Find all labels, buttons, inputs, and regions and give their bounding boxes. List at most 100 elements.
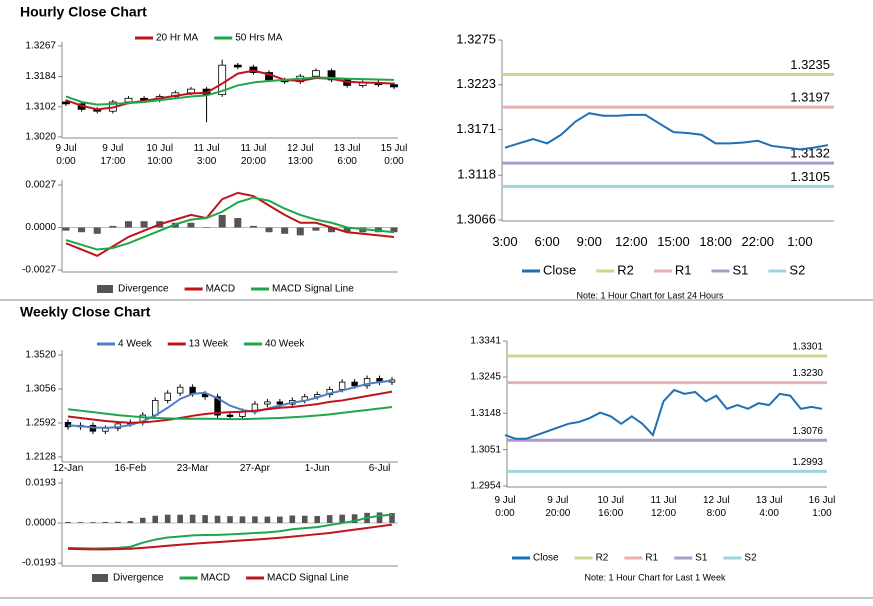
divergence-bar [351, 514, 358, 523]
series-line [504, 388, 823, 440]
candle-body [390, 84, 398, 88]
divergence-bar [326, 515, 333, 523]
x-tick-label: 11 Jul 20:00 [240, 143, 266, 167]
legend-label: MACD [201, 573, 230, 584]
divergence-bar [102, 521, 109, 523]
y-tick-label: 1.3102 [25, 101, 56, 112]
divergence-bar [301, 515, 308, 523]
divergence-bar [139, 517, 146, 523]
divergence-bar [339, 514, 345, 523]
candle-body [124, 97, 133, 103]
note: Note: 1 Hour Chart for Last 1 Week [585, 572, 726, 582]
legend-label: R2 [617, 262, 634, 277]
candle-body [363, 378, 371, 387]
pivot-label: 1.3235 [790, 57, 830, 72]
x-tick-label: 12 Jul 8:00 [703, 495, 730, 519]
legend-label: MACD Signal Line [267, 573, 349, 584]
x-tick-label: 12 Jul 13:00 [287, 143, 314, 167]
legend-label: R1 [645, 553, 658, 564]
y-tick-label: 0.0000 [25, 518, 56, 529]
legend-label: Divergence [118, 284, 169, 295]
x-tick-label: 6-Jul [369, 463, 391, 474]
y-tick-label: 1.2128 [25, 452, 56, 463]
candle-body [218, 64, 227, 96]
series-line [67, 390, 393, 424]
divergence-bar [296, 227, 304, 236]
candle-body [276, 401, 284, 405]
x-tick-label: 9:00 [577, 234, 602, 249]
divergence-bar [93, 227, 101, 234]
x-tick-label: 15 Jul 0:00 [381, 143, 408, 167]
divergence-bar [343, 227, 351, 233]
legend-label: Divergence [113, 573, 164, 584]
x-tick-label: 16-Feb [114, 463, 146, 474]
divergence-bar [115, 521, 121, 523]
y-tick-label: 1.3066 [456, 211, 496, 226]
divergence-bar [152, 515, 159, 523]
divergence-bar [328, 227, 336, 233]
legend-label: MACD Signal Line [272, 284, 354, 295]
series-line [67, 406, 393, 421]
x-tick-label: 9 Jul 20:00 [545, 495, 570, 519]
x-tick-label: 9 Jul 17:00 [100, 143, 125, 167]
series-line [67, 513, 393, 550]
divergence-bar [312, 227, 320, 231]
x-tick-label: 27-Apr [240, 463, 271, 474]
divergence-bar [314, 515, 321, 523]
divergence-bar [234, 218, 242, 228]
divergence-bar [189, 514, 196, 523]
x-tick-label: 10 Jul 16:00 [597, 495, 624, 519]
pivot-label: 1.3197 [790, 90, 830, 105]
pivot-label: 1.3230 [792, 368, 823, 379]
legend-label: 40 Week [265, 339, 305, 350]
divergence-bar [124, 221, 132, 228]
legend-label: 4 Week [118, 339, 153, 350]
divergence-bar [376, 512, 383, 523]
candle-body [164, 392, 171, 401]
x-tick-label: 6:00 [534, 234, 559, 249]
y-tick-label: 0.0000 [25, 222, 56, 233]
divergence-bar [239, 516, 246, 523]
y-tick-label: 1.3275 [456, 31, 496, 46]
candle-body [264, 401, 271, 405]
divergence-bar [187, 222, 195, 228]
candle-body [201, 393, 209, 398]
legend-label: MACD [206, 284, 235, 295]
divergence-bar [62, 227, 70, 231]
x-tick-label: 10 Jul 10:00 [146, 143, 173, 167]
divergence-bar [227, 516, 233, 523]
pivot-label: 1.2993 [792, 457, 823, 468]
x-tick-label: 1-Jun [305, 463, 330, 474]
divergence-bar [249, 225, 257, 228]
legend-label: Close [543, 262, 576, 277]
legend-label: S1 [733, 262, 749, 277]
x-tick-label: 9 Jul 0:00 [55, 143, 76, 167]
pivot-label: 1.3076 [792, 426, 823, 437]
candle-body [214, 396, 221, 416]
divergence-bar [264, 516, 271, 523]
section-title: Hourly Close Chart [20, 4, 147, 20]
x-tick-label: 12:00 [615, 234, 648, 249]
y-tick-label: 1.2954 [470, 481, 501, 492]
pivot-label: 1.3105 [790, 169, 830, 184]
pivot-label: 1.3301 [792, 342, 823, 353]
series-line [65, 191, 395, 257]
legend-label: R1 [675, 262, 692, 277]
y-tick-label: -0.0193 [22, 558, 56, 569]
legend-label: S1 [695, 553, 708, 564]
legend-label: S2 [789, 262, 805, 277]
divergence-bar [389, 513, 395, 523]
candle-body [338, 381, 346, 390]
x-tick-label: 13 Jul 6:00 [334, 143, 361, 167]
legend-label: Close [533, 553, 559, 564]
y-tick-label: 1.3223 [456, 76, 496, 91]
y-tick-label: 0.0027 [25, 180, 56, 191]
y-tick-label: 1.3520 [25, 350, 56, 361]
divergence-bar [78, 227, 86, 233]
series-line [65, 76, 395, 106]
legend-swatch [92, 574, 108, 582]
y-tick-label: 1.3148 [470, 408, 501, 419]
x-tick-label: 11 Jul 12:00 [651, 495, 677, 519]
candle-body [226, 414, 234, 417]
